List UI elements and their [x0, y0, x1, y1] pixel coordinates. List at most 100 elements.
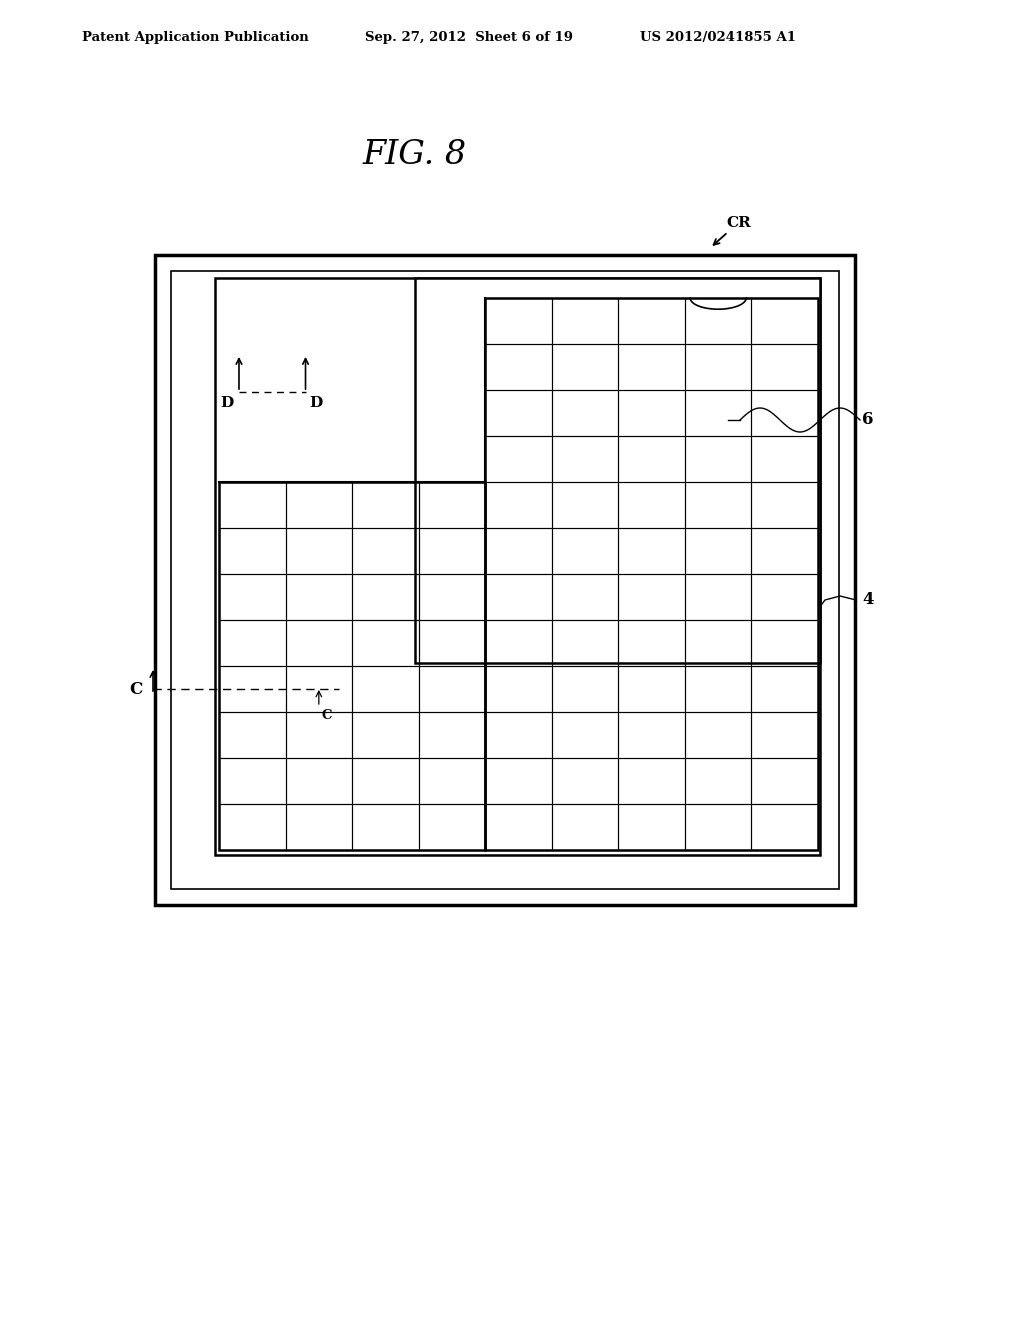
Bar	[685, 758, 752, 804]
Text: FIG. 8: FIG. 8	[362, 139, 467, 172]
Bar	[618, 804, 685, 850]
Bar	[752, 667, 818, 711]
Bar	[752, 436, 818, 482]
Bar	[618, 620, 685, 667]
Bar	[286, 528, 352, 574]
Text: CR: CR	[726, 216, 751, 230]
Bar	[552, 574, 618, 620]
Bar	[419, 667, 485, 711]
Bar	[286, 574, 352, 620]
Bar	[352, 620, 419, 667]
Bar	[618, 758, 685, 804]
Bar	[485, 574, 552, 620]
Text: D: D	[309, 396, 323, 411]
Bar	[752, 804, 818, 850]
Bar	[552, 711, 618, 758]
Bar	[219, 758, 286, 804]
Bar	[485, 389, 552, 436]
Bar	[752, 758, 818, 804]
Bar	[219, 667, 286, 711]
Text: Sep. 27, 2012  Sheet 6 of 19: Sep. 27, 2012 Sheet 6 of 19	[365, 30, 573, 44]
Text: D: D	[221, 396, 233, 411]
Bar	[415, 279, 820, 663]
Bar	[552, 804, 618, 850]
Bar	[618, 389, 685, 436]
Bar	[485, 711, 552, 758]
Bar	[286, 482, 352, 528]
Bar	[752, 389, 818, 436]
Bar	[752, 711, 818, 758]
Bar	[685, 298, 752, 345]
Bar	[485, 804, 552, 850]
Bar	[552, 758, 618, 804]
Bar	[618, 298, 685, 345]
Bar	[685, 711, 752, 758]
Bar	[419, 804, 485, 850]
Bar	[286, 711, 352, 758]
Bar	[419, 528, 485, 574]
Bar	[618, 667, 685, 711]
Bar	[752, 620, 818, 667]
Bar	[552, 298, 618, 345]
Bar	[352, 711, 419, 758]
Bar	[485, 298, 552, 345]
Bar	[618, 345, 685, 389]
Bar	[752, 528, 818, 574]
Bar	[552, 620, 618, 667]
Bar	[485, 298, 818, 850]
Bar	[485, 667, 552, 711]
Bar	[618, 528, 685, 574]
Bar	[419, 482, 485, 528]
Bar	[219, 574, 286, 620]
Bar	[685, 667, 752, 711]
Bar	[286, 758, 352, 804]
Bar	[485, 482, 552, 528]
Bar	[485, 758, 552, 804]
Bar	[618, 574, 685, 620]
Bar	[286, 620, 352, 667]
Bar	[171, 271, 839, 888]
Bar	[685, 528, 752, 574]
Bar	[155, 255, 855, 906]
Bar	[219, 620, 286, 667]
Bar	[419, 758, 485, 804]
Text: Patent Application Publication: Patent Application Publication	[82, 30, 309, 44]
Bar	[752, 298, 818, 345]
Bar	[685, 804, 752, 850]
Bar	[485, 528, 552, 574]
Bar	[419, 711, 485, 758]
Bar	[219, 482, 286, 528]
Bar	[552, 482, 618, 528]
Bar	[685, 574, 752, 620]
Bar	[685, 482, 752, 528]
Bar	[352, 804, 419, 850]
Bar	[219, 711, 286, 758]
Bar	[352, 758, 419, 804]
Bar	[552, 389, 618, 436]
Bar	[752, 574, 818, 620]
Bar	[352, 482, 419, 528]
Bar	[286, 667, 352, 711]
Bar	[618, 711, 685, 758]
Text: 6: 6	[862, 412, 873, 429]
Bar	[618, 436, 685, 482]
Bar	[219, 482, 485, 850]
Bar	[552, 528, 618, 574]
Bar	[485, 345, 552, 389]
Bar	[752, 345, 818, 389]
Text: C: C	[130, 681, 143, 697]
Bar	[618, 482, 685, 528]
Bar	[219, 804, 286, 850]
Text: C: C	[322, 709, 333, 722]
Bar	[352, 574, 419, 620]
Text: 4: 4	[862, 591, 873, 609]
Bar	[419, 574, 485, 620]
Bar	[352, 528, 419, 574]
Bar	[752, 482, 818, 528]
Bar	[419, 620, 485, 667]
Bar	[219, 528, 286, 574]
Bar	[685, 389, 752, 436]
Bar	[552, 345, 618, 389]
Bar	[685, 620, 752, 667]
Bar	[215, 279, 820, 855]
